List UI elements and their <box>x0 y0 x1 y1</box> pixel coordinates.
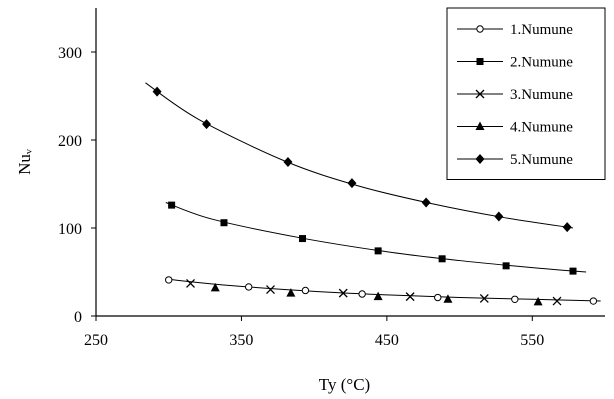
data-point-x <box>186 278 195 288</box>
series-4 <box>210 282 543 306</box>
data-point-triangle <box>443 294 453 303</box>
data-point-diamond <box>562 222 572 233</box>
legend-label: 4.Numune <box>510 120 573 136</box>
data-point-circle <box>358 290 366 298</box>
data-point-x <box>338 288 348 298</box>
y-tick-label: 0 <box>74 309 82 326</box>
legend-item: 1.Numune <box>457 22 573 38</box>
data-point-square <box>569 267 577 275</box>
legend: 1.Numune 2.Numune 3.Numune 4.Numune 5.Numune <box>446 7 606 180</box>
data-point-circle <box>511 295 519 303</box>
data-point-circle <box>245 283 253 291</box>
data-point-square <box>502 262 510 270</box>
data-point-square <box>374 247 382 255</box>
data-point-square <box>168 201 176 209</box>
data-point-square <box>299 235 307 243</box>
data-point-square <box>476 58 484 65</box>
data-point-circle <box>301 286 310 295</box>
data-point-diamond <box>475 154 485 164</box>
data-point-x <box>552 296 562 306</box>
data-point-diamond <box>347 178 357 189</box>
x-tick-label: 450 <box>375 332 399 349</box>
x-tick-label: 250 <box>84 332 108 349</box>
data-point-square <box>220 219 228 227</box>
series-1 <box>165 276 601 305</box>
data-point-triangle <box>210 282 220 292</box>
legend-label: 5.Numune <box>510 152 573 168</box>
legend-item: 4.Numune <box>457 120 573 136</box>
data-point-x <box>479 293 489 303</box>
data-point-triangle <box>286 288 296 297</box>
data-point-diamond <box>152 86 162 97</box>
data-point-x <box>475 89 485 99</box>
legend-item: 3.Numune <box>457 87 573 103</box>
data-point-triangle <box>533 296 543 306</box>
data-point-circle <box>434 293 442 302</box>
x-ticks: 250 350 450 550 <box>84 316 544 349</box>
legend-item: 2.Numune <box>457 55 573 71</box>
legend-label: 1.Numune <box>510 22 573 38</box>
series-2 <box>165 201 587 275</box>
data-point-triangle <box>373 291 383 301</box>
plot-series <box>145 82 601 306</box>
data-point-circle <box>589 297 598 305</box>
y-tick-label: 200 <box>58 133 82 150</box>
axes <box>95 8 605 317</box>
data-point-circle <box>165 276 173 284</box>
data-point-x <box>405 292 415 302</box>
y-tick-label: 100 <box>58 221 82 238</box>
data-point-circle <box>476 25 484 33</box>
series-line <box>165 278 601 302</box>
x-axis-title: Ty (°C) <box>319 375 370 394</box>
data-point-triangle <box>475 121 485 130</box>
series-5 <box>145 82 574 233</box>
data-point-diamond <box>421 197 431 208</box>
y-tick-label: 300 <box>58 45 82 62</box>
x-tick-label: 350 <box>229 332 253 349</box>
data-point-x <box>266 285 275 295</box>
legend-label: 2.Numune <box>510 55 573 71</box>
y-axis-title: Nuᵥ <box>15 148 34 175</box>
data-point-diamond <box>202 119 212 130</box>
series-line <box>145 82 574 229</box>
legend-item: 5.Numune <box>457 152 573 168</box>
series-3 <box>186 278 562 306</box>
data-point-diamond <box>283 157 293 167</box>
legend-label: 3.Numune <box>510 87 573 103</box>
data-point-square <box>438 255 446 263</box>
y-ticks: 0 100 200 300 <box>58 45 96 326</box>
x-tick-label: 550 <box>520 332 544 349</box>
series-line <box>165 202 587 273</box>
data-point-diamond <box>494 211 504 222</box>
